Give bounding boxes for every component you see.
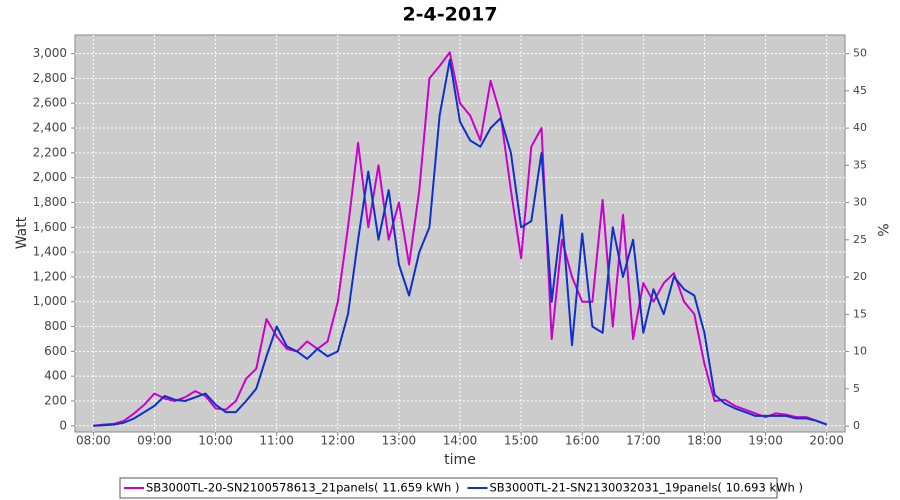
y2-tick-label: 30 (853, 196, 867, 209)
y-tick-label: 200 (44, 393, 67, 407)
legend-label: SB3000TL-21-SN2130032031_19panels( 10.69… (489, 481, 802, 495)
x-tick-label: 10:00 (198, 434, 233, 448)
x-tick-label: 17:00 (626, 434, 661, 448)
y2-tick-label: 25 (853, 233, 867, 246)
y-tick-label: 1,600 (33, 220, 67, 234)
y2-axis-label: % (874, 223, 890, 236)
y-tick-label: 1,200 (33, 269, 67, 283)
y-tick-label: 1,400 (33, 245, 67, 259)
y2-tick-label: 0 (853, 419, 860, 432)
legend-box (119, 477, 778, 499)
y-tick-label: 2,800 (33, 71, 67, 85)
y2-tick-label: 5 (853, 382, 860, 395)
y-tick-label: 0 (59, 418, 67, 432)
y2-tick-label: 10 (853, 345, 867, 358)
chart-title: 2-4-2017 (402, 4, 497, 26)
y-tick-label: 2,200 (33, 145, 67, 159)
x-tick-label: 08:00 (76, 434, 111, 448)
y-tick-label: 2,600 (33, 96, 67, 110)
y2-tick-label: 40 (853, 121, 867, 134)
x-tick-label: 11:00 (259, 434, 294, 448)
x-tick-label: 18:00 (687, 434, 722, 448)
x-tick-label: 15:00 (504, 434, 539, 448)
x-tick-label: 12:00 (320, 434, 355, 448)
series-line (93, 58, 828, 427)
y2-tick-label: 20 (853, 270, 867, 283)
x-tick-label: 09:00 (137, 434, 172, 448)
y2-tick-label: 15 (853, 307, 867, 320)
y-tick-label: 1,800 (33, 195, 67, 209)
y-tick-label: 1,000 (33, 294, 67, 308)
y-tick-label: 2,000 (33, 170, 67, 184)
x-tick-label: 16:00 (565, 434, 600, 448)
legend-label: SB3000TL-20-SN2100578613_21panels( 11.65… (146, 481, 459, 495)
x-tick-label: 20:00 (809, 434, 844, 448)
y2-tick-label: 50 (853, 47, 867, 60)
x-tick-label: 14:00 (443, 434, 478, 448)
y2-tick-label: 45 (853, 84, 867, 97)
y-tick-label: 2,400 (33, 121, 67, 135)
y2-tick-label: 35 (853, 158, 867, 171)
y-tick-label: 800 (44, 319, 67, 333)
x-tick-label: 19:00 (748, 434, 783, 448)
x-tick-label: 13:00 (382, 434, 417, 448)
y-axis-label: Watt (14, 216, 30, 249)
y-tick-label: 400 (44, 369, 67, 383)
y-tick-label: 600 (44, 344, 67, 358)
series-line (93, 51, 828, 427)
y-tick-label: 3,000 (33, 46, 67, 60)
x-axis-label: time (444, 452, 476, 468)
